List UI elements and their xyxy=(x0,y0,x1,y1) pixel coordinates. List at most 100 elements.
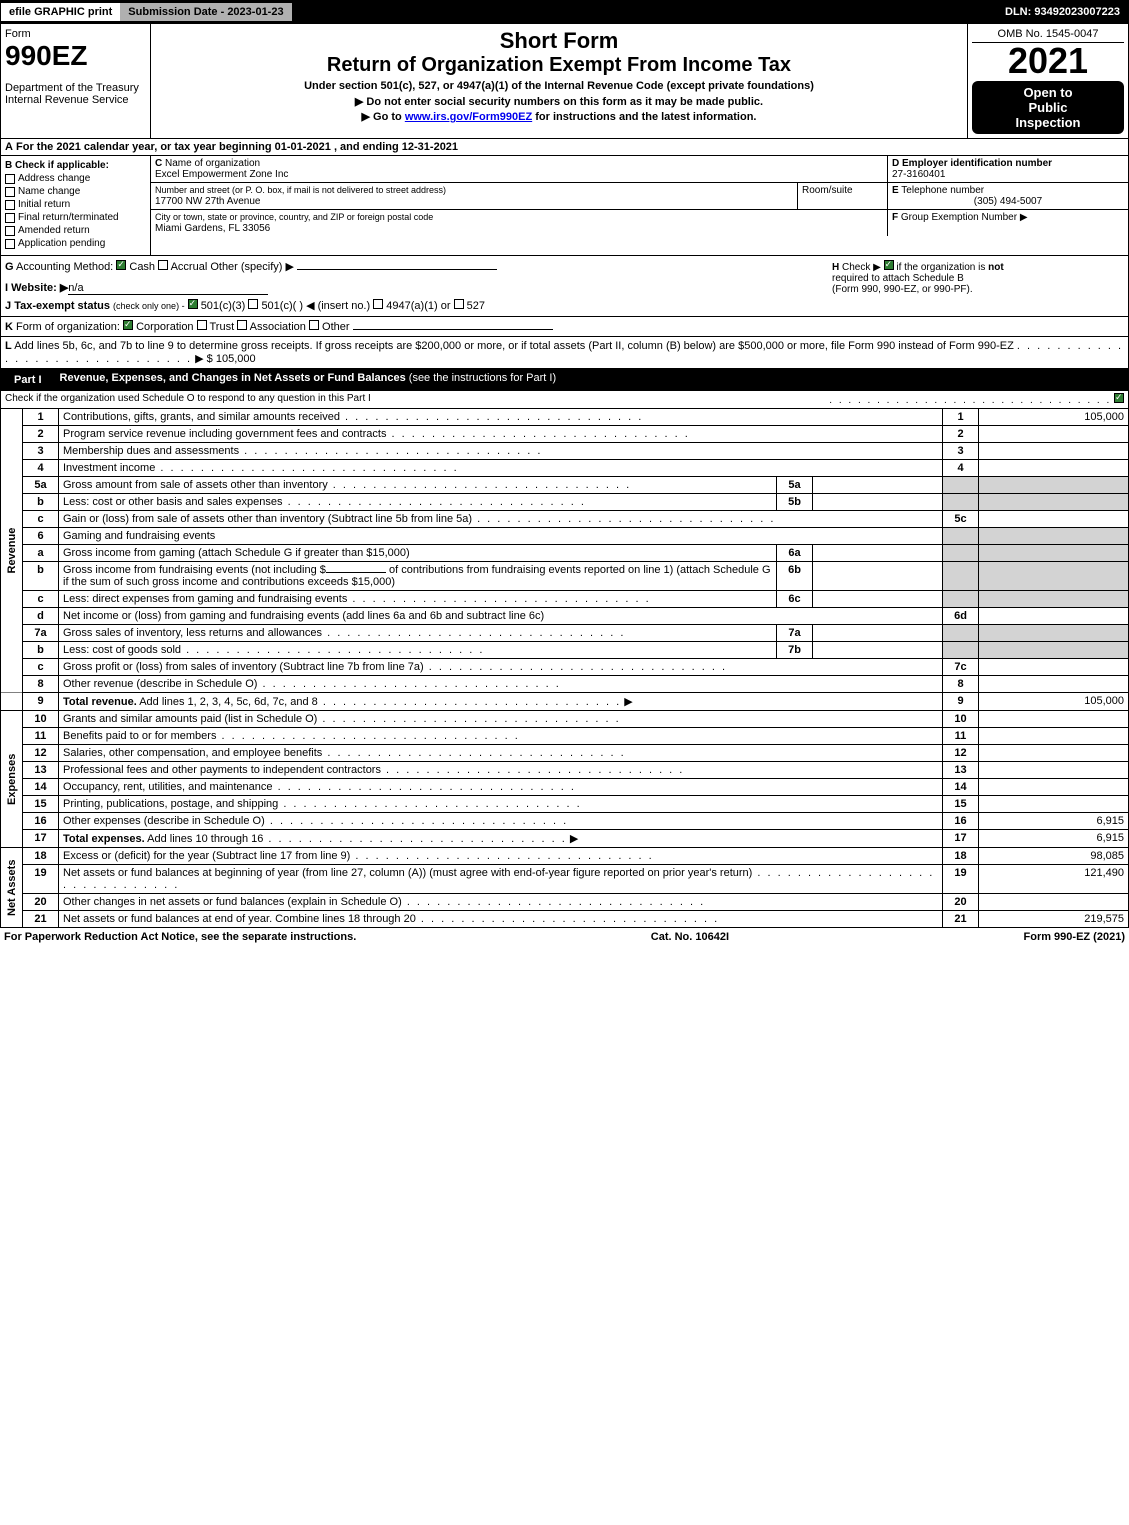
short-form-title: Short Form xyxy=(155,28,963,54)
part-i-header: Part I Revenue, Expenses, and Changes in… xyxy=(0,369,1129,391)
org-name: Excel Empowerment Zone Inc xyxy=(155,169,288,180)
ssn-notice: ▶ Do not enter social security numbers o… xyxy=(155,95,963,108)
lines-table: Revenue 1 Contributions, gifts, grants, … xyxy=(0,409,1129,928)
line-6c: c Less: direct expenses from gaming and … xyxy=(1,591,1129,608)
chk-association[interactable] xyxy=(237,320,247,330)
line-21-value: 219,575 xyxy=(979,911,1129,928)
subtitle: Under section 501(c), 527, or 4947(a)(1)… xyxy=(155,80,963,92)
chk-schedule-o[interactable] xyxy=(1114,393,1124,403)
row-gh: G Accounting Method: Cash Accrual Other … xyxy=(0,256,1129,317)
chk-final-return[interactable]: Final return/terminated xyxy=(5,212,146,223)
chk-other-org[interactable] xyxy=(309,320,319,330)
line-6b: b Gross income from fundraising events (… xyxy=(1,562,1129,591)
line-15: 15 Printing, publications, postage, and … xyxy=(1,796,1129,813)
cell-city: City or town, state or province, country… xyxy=(151,210,888,236)
line-10: Expenses 10 Grants and similar amounts p… xyxy=(1,711,1129,728)
goto-notice: ▶ Go to www.irs.gov/Form990EZ for instru… xyxy=(155,110,963,123)
header-left: Form 990EZ Department of the Treasury In… xyxy=(1,24,151,138)
col-cdef: C Name of organization Excel Empowerment… xyxy=(151,156,1128,255)
row-a: A For the 2021 calendar year, or tax yea… xyxy=(0,139,1129,156)
line-5b: b Less: cost or other basis and sales ex… xyxy=(1,494,1129,511)
line-4: 4 Investment income 4 xyxy=(1,460,1129,477)
chk-501c3[interactable] xyxy=(188,299,198,309)
dept-treasury: Department of the Treasury xyxy=(5,82,146,94)
dln-label: DLN: 93492023007223 xyxy=(997,3,1128,21)
row-h: H Check ▶ if the organization is not req… xyxy=(824,260,1124,312)
line-3: 3 Membership dues and assessments 3 xyxy=(1,443,1129,460)
part-i-sub: Check if the organization used Schedule … xyxy=(0,391,1129,409)
chk-trust[interactable] xyxy=(197,320,207,330)
line-8: 8 Other revenue (describe in Schedule O)… xyxy=(1,676,1129,693)
line-16-value: 6,915 xyxy=(979,813,1129,830)
header-center: Short Form Return of Organization Exempt… xyxy=(151,24,968,138)
line-12: 12 Salaries, other compensation, and emp… xyxy=(1,745,1129,762)
line-18: Net Assets 18 Excess or (deficit) for th… xyxy=(1,848,1129,865)
line-6a: a Gross income from gaming (attach Sched… xyxy=(1,545,1129,562)
cell-address: Number and street (or P. O. box, if mail… xyxy=(151,183,798,209)
chk-501c[interactable] xyxy=(248,299,258,309)
street-address: 17700 NW 27th Avenue xyxy=(155,196,260,207)
paperwork-notice: For Paperwork Reduction Act Notice, see … xyxy=(4,931,356,943)
phone-value: (305) 494-5007 xyxy=(892,196,1124,207)
line-19-value: 121,490 xyxy=(979,865,1129,894)
chk-527[interactable] xyxy=(454,299,464,309)
line-6: 6 Gaming and fundraising events xyxy=(1,528,1129,545)
line-21: 21 Net assets or fund balances at end of… xyxy=(1,911,1129,928)
website-value: n/a xyxy=(68,282,268,295)
footer: For Paperwork Reduction Act Notice, see … xyxy=(0,928,1129,946)
chk-cash[interactable] xyxy=(116,260,126,270)
row-l: L Add lines 5b, 6c, and 7b to line 9 to … xyxy=(0,337,1129,369)
chk-accrual[interactable] xyxy=(158,260,168,270)
city-value: Miami Gardens, FL 33056 xyxy=(155,223,270,234)
chk-corporation[interactable] xyxy=(123,320,133,330)
open-to-public: Open to Public Inspection xyxy=(972,81,1124,134)
submission-date-label: Submission Date - 2023-01-23 xyxy=(120,3,291,21)
ein-value: 27-3160401 xyxy=(892,169,945,180)
chk-amended-return[interactable]: Amended return xyxy=(5,225,146,236)
line-7a: 7a Gross sales of inventory, less return… xyxy=(1,625,1129,642)
line-7b: b Less: cost of goods sold 7b xyxy=(1,642,1129,659)
chk-4947[interactable] xyxy=(373,299,383,309)
chk-schedule-b[interactable] xyxy=(884,260,894,270)
catalog-number: Cat. No. 10642I xyxy=(651,931,729,943)
revenue-side-label: Revenue xyxy=(1,409,23,693)
form-word: Form xyxy=(5,28,146,40)
dept-irs: Internal Revenue Service xyxy=(5,94,146,106)
chk-application-pending[interactable]: Application pending xyxy=(5,238,146,249)
line-16: 16 Other expenses (describe in Schedule … xyxy=(1,813,1129,830)
cell-room: Room/suite xyxy=(798,183,888,209)
line-17-value: 6,915 xyxy=(979,830,1129,848)
line-6d: d Net income or (loss) from gaming and f… xyxy=(1,608,1129,625)
line-14: 14 Occupancy, rent, utilities, and maint… xyxy=(1,779,1129,796)
section-bcdef: B Check if applicable: Address change Na… xyxy=(0,156,1129,256)
line-5a: 5a Gross amount from sale of assets othe… xyxy=(1,477,1129,494)
line-1: Revenue 1 Contributions, gifts, grants, … xyxy=(1,409,1129,426)
header-right: OMB No. 1545-0047 2021 Open to Public In… xyxy=(968,24,1128,138)
irs-link[interactable]: www.irs.gov/Form990EZ xyxy=(405,111,532,123)
col-b: B Check if applicable: Address change Na… xyxy=(1,156,151,255)
line-17: 17 Total expenses. Add lines 10 through … xyxy=(1,830,1129,848)
cell-phone: E Telephone number (305) 494-5007 xyxy=(888,183,1128,209)
cell-group-exemption: F Group Exemption Number ▶ xyxy=(888,210,1128,236)
line-2: 2 Program service revenue including gove… xyxy=(1,426,1129,443)
tax-year: 2021 xyxy=(972,43,1124,79)
line-9-value: 105,000 xyxy=(979,693,1129,711)
form-number: 990EZ xyxy=(5,40,146,72)
chk-address-change[interactable]: Address change xyxy=(5,173,146,184)
chk-initial-return[interactable]: Initial return xyxy=(5,199,146,210)
net-assets-side-label: Net Assets xyxy=(1,848,23,928)
form-header: Form 990EZ Department of the Treasury In… xyxy=(0,24,1129,139)
line-5c: c Gain or (loss) from sale of assets oth… xyxy=(1,511,1129,528)
line-18-value: 98,085 xyxy=(979,848,1129,865)
row-k: K Form of organization: Corporation Trus… xyxy=(0,317,1129,337)
chk-name-change[interactable]: Name change xyxy=(5,186,146,197)
line-1-value: 105,000 xyxy=(979,409,1129,426)
gross-receipts-value: 105,000 xyxy=(216,353,256,365)
expenses-side-label: Expenses xyxy=(1,711,23,848)
line-20: 20 Other changes in net assets or fund b… xyxy=(1,894,1129,911)
top-bar: efile GRAPHIC print Submission Date - 20… xyxy=(0,0,1129,24)
line-7c: c Gross profit or (loss) from sales of i… xyxy=(1,659,1129,676)
line-13: 13 Professional fees and other payments … xyxy=(1,762,1129,779)
efile-print-label[interactable]: efile GRAPHIC print xyxy=(1,3,120,21)
form-footer-label: Form 990-EZ (2021) xyxy=(1024,931,1125,943)
